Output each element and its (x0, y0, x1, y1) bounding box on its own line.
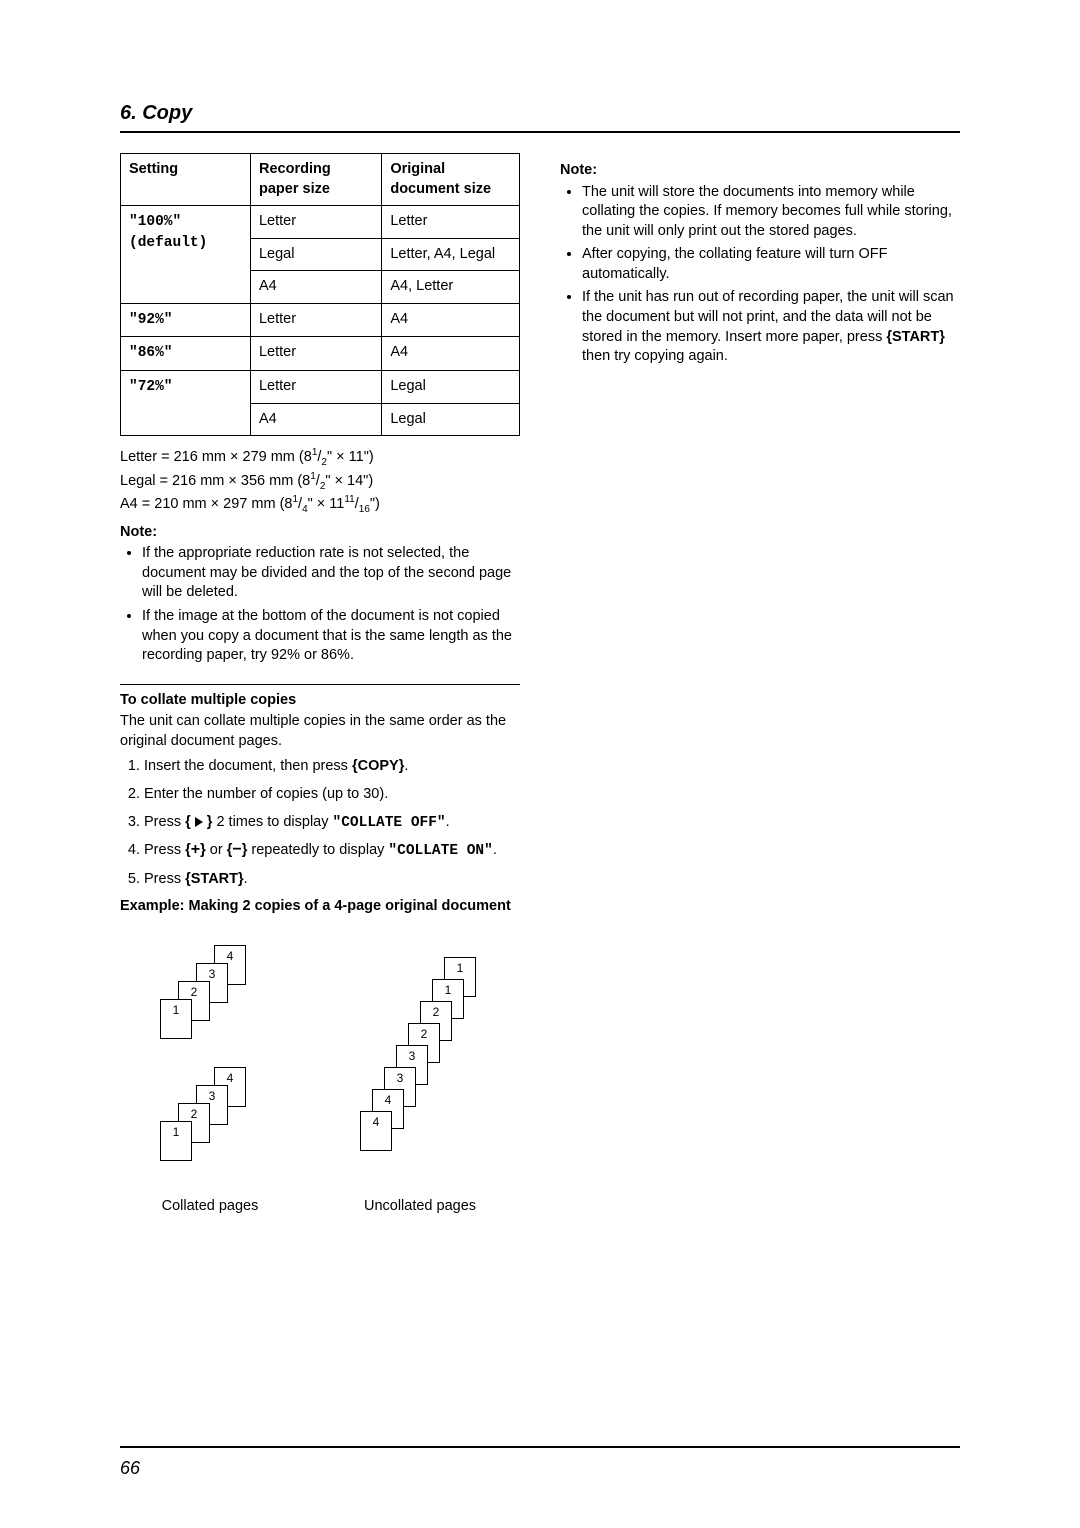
dim-a4: A4 = 210 mm × 297 mm (81/4" × 1111/16") (120, 495, 520, 515)
note-item: After copying, the collating feature wil… (582, 245, 960, 284)
collate-intro: The unit can collate multiple copies in … (120, 712, 520, 751)
page-sheet: 1 (160, 999, 192, 1039)
th-recording: Recording paper size (250, 154, 381, 206)
step4-d: . (493, 842, 497, 858)
step3-c: . (446, 814, 450, 830)
cell: A4 (382, 337, 520, 371)
note3-b: then try copying again. (582, 348, 728, 364)
uncollated-stack-block: 1 1 2 2 3 3 4 4 (360, 957, 480, 1177)
note-item: The unit will store the documents into m… (582, 183, 960, 242)
note-heading-left: Note: (120, 523, 520, 543)
content-columns: Setting Recording paper size Original do… (120, 153, 960, 1216)
cell: Letter, A4, Legal (382, 238, 520, 271)
step4-c: repeatedly to display (247, 842, 388, 858)
step-4: Press {+} or {−} repeatedly to display "… (144, 841, 520, 862)
step1-end: . (404, 758, 408, 774)
settings-table: Setting Recording paper size Original do… (120, 153, 520, 436)
cell: A4 (250, 271, 381, 304)
step-2: Enter the number of copies (up to 30). (144, 785, 520, 805)
minus-key: {−} (227, 842, 248, 858)
cell: Letter (250, 303, 381, 337)
step5-b: . (244, 871, 248, 887)
footer-rule (120, 1446, 960, 1448)
collate-diagram: 4 3 2 1 4 3 2 1 Collated pages 1 1 (120, 945, 520, 1217)
cell-setting-72: "72%" (121, 370, 251, 435)
section-divider (120, 684, 520, 685)
collate-on-display: "COLLATE ON" (388, 843, 492, 859)
cell: Letter (250, 206, 381, 239)
step5-a: Press (144, 871, 185, 887)
cell-setting-86: "86%" (121, 337, 251, 371)
setting-92-label: "92%" (129, 312, 173, 328)
cell: A4, Letter (382, 271, 520, 304)
cell: A4 (250, 403, 381, 436)
plus-key: {+} (185, 842, 206, 858)
collate-off-display: "COLLATE OFF" (333, 815, 446, 831)
step3-a: Press (144, 814, 185, 830)
page-sheet: 1 (160, 1121, 192, 1161)
left-column: Setting Recording paper size Original do… (120, 153, 520, 1216)
note-item: If the image at the bottom of the docume… (142, 607, 520, 666)
cell-setting-92: "92%" (121, 303, 251, 337)
setting-72-label: "72%" (129, 379, 173, 395)
start-key: {START} (185, 871, 244, 887)
note-heading-right: Note: (560, 161, 960, 181)
dim-legal: Legal = 216 mm × 356 mm (81/2" × 14") (120, 472, 520, 492)
setting-86-label: "86%" (129, 345, 173, 361)
collated-bottom: 4 3 2 1 (160, 1067, 260, 1177)
note-item: If the appropriate reduction rate is not… (142, 544, 520, 603)
cell: Legal (382, 403, 520, 436)
start-key-inline: {START} (886, 329, 945, 345)
cell: A4 (382, 303, 520, 337)
step-3: Press { } 2 times to display "COLLATE OF… (144, 813, 520, 834)
collate-title: To collate multiple copies (120, 691, 520, 711)
right-arrow-key: { } (185, 814, 212, 830)
cell: Letter (250, 337, 381, 371)
page-number: 66 (120, 1456, 140, 1480)
step4-b: or (206, 842, 227, 858)
step-5: Press {START}. (144, 870, 520, 890)
page-sheet: 4 (360, 1111, 392, 1151)
collated-stack: 4 3 2 1 4 3 2 1 Collated pages (160, 945, 260, 1217)
left-notes: If the appropriate reduction rate is not… (120, 544, 520, 665)
step1-text: Insert the document, then press (144, 758, 352, 774)
cell-setting-100: "100%" (default) (121, 206, 251, 304)
setting-100-label: "100%" (default) (129, 214, 207, 251)
example-title: Example: Making 2 copies of a 4-page ori… (120, 897, 520, 917)
note-item: If the unit has run out of recording pap… (582, 288, 960, 366)
cell: Letter (250, 370, 381, 403)
right-notes: The unit will store the documents into m… (560, 183, 960, 367)
collated-top: 4 3 2 1 (160, 945, 260, 1055)
th-original: Original document size (382, 154, 520, 206)
cell: Letter (382, 206, 520, 239)
collate-steps: Insert the document, then press {COPY}. … (120, 757, 520, 889)
step-1: Insert the document, then press {COPY}. (144, 757, 520, 777)
collated-caption: Collated pages (162, 1197, 259, 1217)
right-column: Note: The unit will store the documents … (560, 153, 960, 1216)
dim-letter: Letter = 216 mm × 279 mm (81/2" × 11") (120, 448, 520, 468)
triangle-right-icon (195, 817, 203, 827)
th-setting: Setting (121, 154, 251, 206)
uncollated-caption: Uncollated pages (364, 1197, 476, 1217)
copy-key: {COPY} (352, 758, 404, 774)
step4-a: Press (144, 842, 185, 858)
cell: Legal (382, 370, 520, 403)
uncollated-stack: 1 1 2 2 3 3 4 4 Uncollated pages (360, 957, 480, 1217)
chapter-title: 6. Copy (120, 100, 960, 133)
cell: Legal (250, 238, 381, 271)
step3-b: 2 times to display (212, 814, 332, 830)
